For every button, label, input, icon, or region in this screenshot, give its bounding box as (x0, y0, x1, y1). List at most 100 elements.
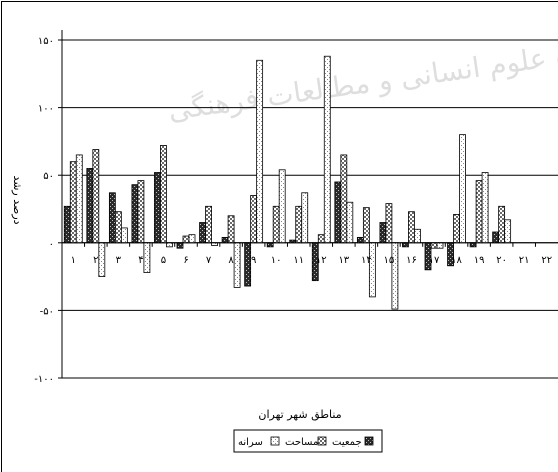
x-tick-label: ۴ (138, 255, 143, 266)
x-tick-label: ۱ (71, 255, 76, 266)
x-tick-label: ۱۲ (316, 255, 327, 266)
bar-dense-6 (176, 242, 184, 249)
y-tick-label: ۰ (49, 239, 54, 250)
bar-checker-19 (475, 180, 483, 244)
bar-checker-18 (453, 214, 460, 244)
bar-checker-3 (114, 211, 122, 244)
bar-checker-20 (498, 205, 506, 244)
bar-light-19 (481, 172, 489, 244)
bar-checker-7 (205, 205, 212, 244)
legend-box (233, 429, 383, 453)
bar-dense-13 (334, 181, 342, 244)
legend-label: جمعیت (332, 437, 362, 448)
bar-dense-5 (154, 172, 161, 244)
bar-dense-1 (63, 205, 71, 244)
bar-light-13 (346, 201, 354, 244)
bar-dense-9 (244, 242, 252, 287)
x-tick-label: ۸ (228, 255, 234, 266)
bar-light-16 (414, 228, 421, 244)
y-tick-labels: -۱۰۰ -۵۰ ۰ ۵۰ ۱۰۰ ۱۵۰ (34, 36, 54, 385)
bar-light-17 (436, 242, 444, 249)
bar-dense-16 (402, 242, 409, 248)
bar-light-15 (391, 242, 399, 310)
bar-dense-10 (266, 242, 274, 248)
bar-dense-7 (199, 222, 206, 244)
bar-checker-15 (385, 203, 393, 244)
bars (63, 55, 512, 310)
bar-checker-16 (408, 211, 415, 244)
x-tick-label: ۳ (116, 255, 122, 266)
bar-light-3 (120, 227, 128, 244)
bar-checker-11 (295, 205, 303, 244)
bar-dense-15 (379, 222, 387, 244)
bar-checker-2 (92, 149, 100, 244)
bar-light-5 (166, 242, 173, 248)
bar-checker-4 (137, 180, 145, 244)
y-axis-label: درصد رشد (11, 175, 24, 224)
legend-swatch (317, 436, 327, 446)
bar-light-6 (188, 234, 196, 244)
bar-light-8 (233, 242, 241, 288)
bar-light-10 (278, 169, 286, 244)
bar-checker-9 (250, 195, 258, 244)
legend-label: مساحت (285, 437, 318, 448)
x-tick-label: ۲ (93, 255, 98, 266)
legend-label: سرانه (238, 437, 263, 448)
y-tick-label: -۵۰ (40, 306, 54, 317)
bar-light-11 (301, 192, 309, 244)
bar-light-20 (504, 219, 512, 244)
x-tick-label: ۱۱ (293, 255, 304, 266)
bar-dense-8 (221, 236, 229, 244)
bar-light-9 (256, 59, 264, 244)
legend-swatch (364, 436, 374, 446)
bar-checker-13 (340, 154, 348, 244)
bar-dense-20 (492, 231, 500, 244)
x-tick-label: ۱۹ (474, 255, 485, 266)
bar-checker-14 (362, 207, 370, 244)
bar-dense-3 (108, 192, 116, 244)
y-tick-label: ۵۰ (43, 171, 54, 182)
x-tick-label: ۱۸ (451, 255, 462, 266)
bar-checker-1 (69, 161, 77, 244)
x-tick-label: ۱۰ (271, 255, 282, 266)
legend: سرانه مساحت جمعیت (233, 429, 383, 453)
x-tick-label: ۱۳ (338, 255, 349, 266)
legend-swatch (270, 436, 280, 446)
bar-dense-2 (86, 168, 94, 244)
bar-checker-12 (317, 234, 325, 244)
x-axis-label: مناطق شهر تهران (258, 408, 341, 422)
x-tick-label: ۱۶ (406, 255, 417, 266)
y-tick-label: ۱۰۰ (38, 104, 54, 115)
x-tick-label: ۵ (161, 255, 166, 266)
x-tick-label: ۷ (206, 255, 212, 266)
bar-checker-6 (182, 235, 190, 244)
y-tick-label: -۱۰۰ (34, 374, 54, 385)
bar-checker-8 (227, 215, 235, 244)
x-tick-label: ۱۷ (429, 255, 440, 266)
x-tick-labels: ۱ ۲ ۳ ۴ ۵ ۶ ۷ ۸ ۹ ۱۰ ۱۱ ۱۲ ۱۳ ۱۴ ۱۵ ۱۶ ۱۷ ۱۸ ۱۹ ۲۰ ۲۱ ۲۲ (71, 255, 553, 266)
x-tick-label: ۶ (183, 255, 188, 266)
bar-light-12 (323, 55, 331, 244)
bar-light-4 (143, 242, 151, 273)
bar-dense-19 (469, 242, 477, 248)
axes (61, 30, 558, 378)
bar-light-2 (98, 242, 106, 278)
bar-checker-10 (272, 205, 280, 244)
bar-checker-17 (430, 242, 438, 249)
x-tick-label: ۲۱ (519, 255, 530, 266)
bar-dense-14 (356, 236, 364, 244)
bar-checker-5 (160, 145, 167, 244)
y-tick-label: ۱۵۰ (38, 36, 54, 47)
x-tick-label: ۲۰ (496, 255, 507, 266)
bar-light-1 (75, 154, 83, 244)
bar-dense-4 (131, 184, 139, 244)
bar-light-14 (368, 242, 376, 298)
bar-light-18 (459, 134, 466, 244)
x-tick-label: ۱۴ (361, 255, 372, 266)
x-tick-label: ۲۲ (541, 255, 552, 266)
x-tick-label: ۹ (251, 255, 256, 266)
x-tick-label: ۱۵ (384, 255, 395, 266)
